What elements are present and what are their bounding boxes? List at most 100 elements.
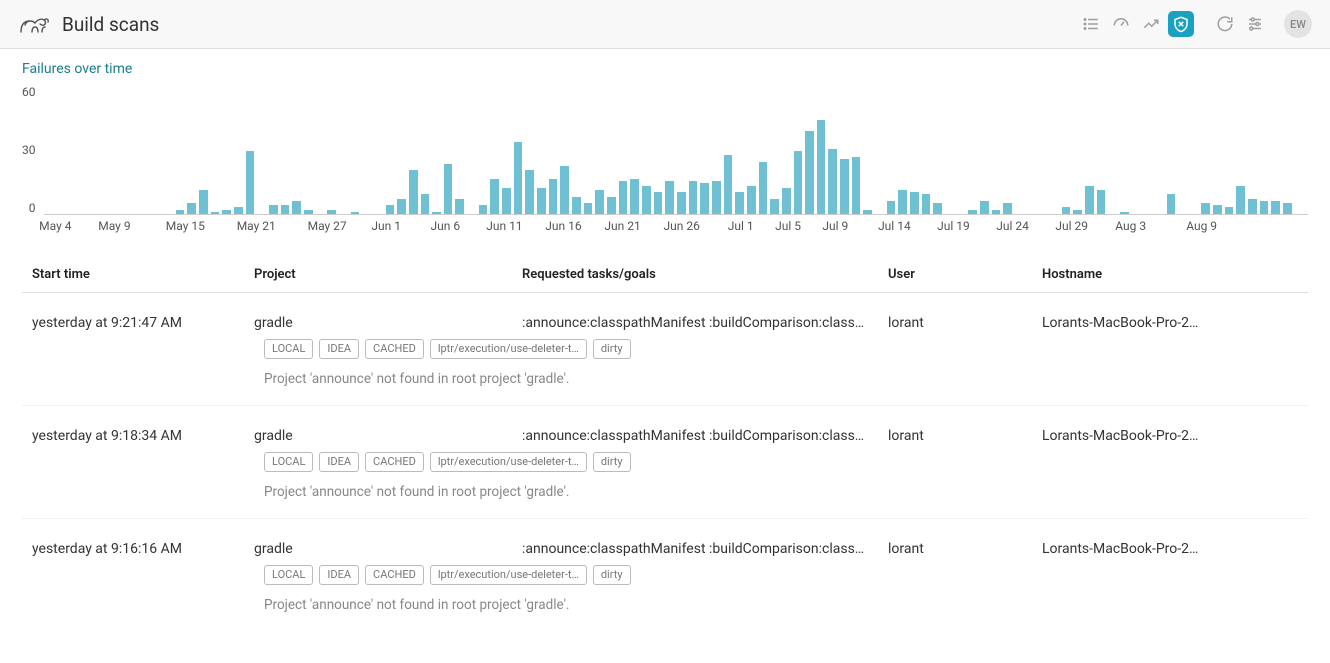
chart-bar[interactable] <box>444 164 453 214</box>
chart-bar[interactable] <box>572 197 581 214</box>
chart-bar[interactable] <box>619 181 628 214</box>
chart-bar[interactable] <box>525 170 534 214</box>
tag[interactable]: CACHED <box>365 452 424 472</box>
table-row[interactable]: yesterday at 9:21:47 AMgradle:announce:c… <box>22 293 1308 406</box>
col-header-user[interactable]: User <box>888 267 1042 282</box>
chart-bar[interactable] <box>409 170 418 214</box>
chart-bar[interactable] <box>1225 207 1234 214</box>
chart-bar[interactable] <box>386 205 395 214</box>
chart-bar[interactable] <box>1236 186 1245 214</box>
chart-bar[interactable] <box>630 179 639 214</box>
chart-bar[interactable] <box>514 142 523 214</box>
tag[interactable]: lptr/execution/use-deleter-t… <box>430 565 587 585</box>
chart-bar[interactable] <box>747 186 756 214</box>
chart-bar[interactable] <box>1283 203 1292 214</box>
chart-bar[interactable] <box>537 188 546 214</box>
chart-bar[interactable] <box>805 131 814 214</box>
chart-bar[interactable] <box>397 199 406 214</box>
table-row[interactable]: yesterday at 9:18:34 AMgradle:announce:c… <box>22 406 1308 519</box>
tag[interactable]: CACHED <box>365 339 424 359</box>
chart-bar[interactable] <box>898 190 907 214</box>
tag[interactable]: CACHED <box>365 565 424 585</box>
chart-bar[interactable] <box>700 183 709 214</box>
chart-bar[interactable] <box>852 157 861 214</box>
chart-bar[interactable] <box>421 194 430 214</box>
chart-bar[interactable] <box>269 205 278 214</box>
chart-bar[interactable] <box>292 201 301 214</box>
chart-bar[interactable] <box>432 212 441 214</box>
chart-bar[interactable] <box>724 155 733 214</box>
chart-bar[interactable] <box>1260 201 1269 214</box>
tag[interactable]: IDEA <box>319 339 359 359</box>
chart-bar[interactable] <box>187 203 196 214</box>
chart-bar[interactable] <box>992 210 1001 214</box>
chart-bar[interactable] <box>1062 207 1071 214</box>
tag[interactable]: LOCAL <box>264 565 313 585</box>
shield-failure-icon[interactable] <box>1168 11 1194 37</box>
chart-bar[interactable] <box>980 201 989 214</box>
chart-bar[interactable] <box>689 181 698 214</box>
tag[interactable]: LOCAL <box>264 339 313 359</box>
chart-bar[interactable] <box>304 210 313 214</box>
chart-bar[interactable] <box>642 186 651 214</box>
chart-bar[interactable] <box>770 199 779 214</box>
chart-bar[interactable] <box>246 151 255 214</box>
chart-bar[interactable] <box>490 179 499 214</box>
chart-bar[interactable] <box>817 120 826 214</box>
chart-bar[interactable] <box>782 188 791 214</box>
col-header-start[interactable]: Start time <box>22 267 254 282</box>
tag[interactable]: lptr/execution/use-deleter-t… <box>430 339 587 359</box>
chart-bar[interactable] <box>234 207 243 214</box>
chart-bar[interactable] <box>176 210 185 214</box>
chart-bar[interactable] <box>351 212 360 214</box>
chart-bar[interactable] <box>1248 199 1257 214</box>
chart-bar[interactable] <box>1073 210 1082 214</box>
avatar[interactable]: EW <box>1284 10 1312 38</box>
tag[interactable]: dirty <box>593 339 631 359</box>
chart-bar[interactable] <box>863 210 872 214</box>
chart-bar[interactable] <box>199 190 208 214</box>
tag[interactable]: IDEA <box>319 452 359 472</box>
chart-bar[interactable] <box>968 210 977 214</box>
chart-bar[interactable] <box>281 205 290 214</box>
chart-bar[interactable] <box>1271 201 1280 214</box>
chart-bar[interactable] <box>1097 190 1106 214</box>
chart-bar[interactable] <box>549 179 558 214</box>
chart-bar[interactable] <box>665 181 674 214</box>
chart-bar[interactable] <box>840 159 849 214</box>
tag[interactable]: dirty <box>593 565 631 585</box>
chart-bar[interactable] <box>922 194 931 214</box>
chart-bar[interactable] <box>677 192 686 214</box>
col-header-project[interactable]: Project <box>254 267 522 282</box>
chart-bar[interactable] <box>1085 186 1094 214</box>
chart-bar[interactable] <box>327 210 336 214</box>
settings-sliders-icon[interactable] <box>1242 11 1268 37</box>
chart-bar[interactable] <box>455 199 464 214</box>
chart-bar[interactable] <box>654 192 663 214</box>
chart-bar[interactable] <box>560 166 569 214</box>
chart-bar[interactable] <box>1003 203 1012 214</box>
tag[interactable]: LOCAL <box>264 452 313 472</box>
chart-bar[interactable] <box>479 205 488 214</box>
col-header-tasks[interactable]: Requested tasks/goals <box>522 267 888 282</box>
tag[interactable]: IDEA <box>319 565 359 585</box>
chart-bar[interactable] <box>595 190 604 214</box>
gauge-icon[interactable] <box>1108 11 1134 37</box>
chart-bar[interactable] <box>211 212 220 214</box>
chart-bar[interactable] <box>1120 212 1129 214</box>
col-header-host[interactable]: Hostname <box>1042 267 1308 282</box>
chart-bar[interactable] <box>1213 205 1222 214</box>
tag[interactable]: dirty <box>593 452 631 472</box>
table-row[interactable]: yesterday at 9:16:16 AMgradle:announce:c… <box>22 519 1308 631</box>
chart-bar[interactable] <box>1167 194 1176 214</box>
chart-bar[interactable] <box>759 162 768 214</box>
chart-bar[interactable] <box>910 192 919 214</box>
chart-bar[interactable] <box>584 203 593 214</box>
chart-bar[interactable] <box>1201 203 1210 214</box>
chart-bar[interactable] <box>607 197 616 214</box>
trends-icon[interactable] <box>1138 11 1164 37</box>
refresh-icon[interactable] <box>1212 11 1238 37</box>
chart-bar[interactable] <box>887 201 896 214</box>
tag[interactable]: lptr/execution/use-deleter-t… <box>430 452 587 472</box>
list-icon[interactable] <box>1078 11 1104 37</box>
